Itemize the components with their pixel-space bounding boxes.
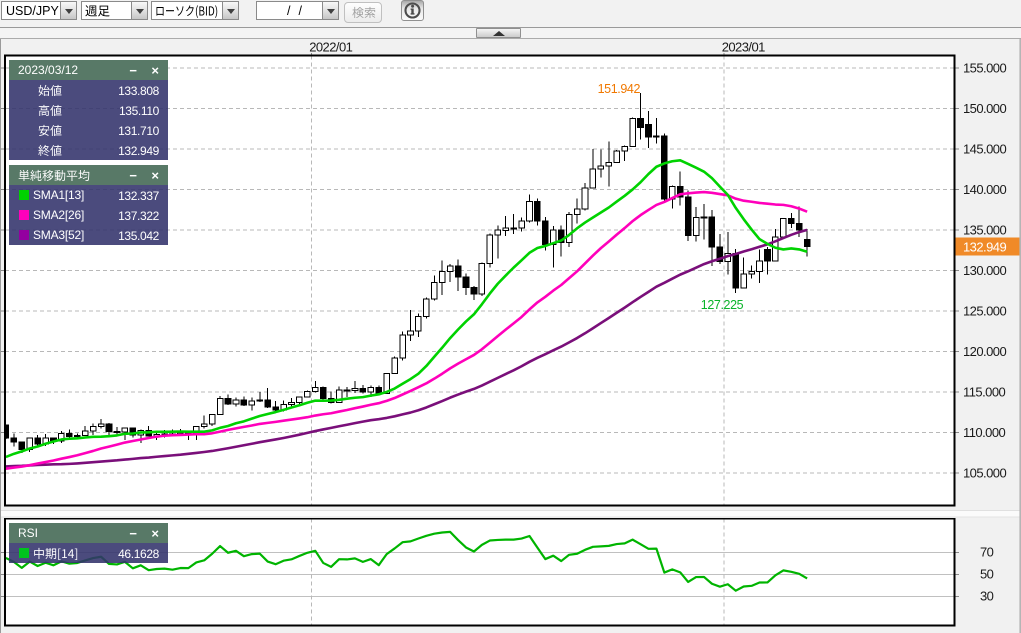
svg-text:127.225: 127.225 [701, 298, 744, 312]
svg-text:50: 50 [980, 567, 994, 582]
svg-text:132.949: 132.949 [963, 239, 1006, 254]
svg-text:115.000: 115.000 [963, 385, 1005, 400]
svg-text:110.000: 110.000 [963, 425, 1005, 440]
svg-text:120.000: 120.000 [963, 344, 1006, 359]
svg-text:125.000: 125.000 [963, 304, 1006, 319]
svg-text:2022/01: 2022/01 [309, 40, 352, 55]
svg-text:30: 30 [980, 589, 994, 604]
svg-text:2023/01: 2023/01 [722, 40, 765, 55]
svg-text:150.000: 150.000 [963, 101, 1006, 116]
svg-text:135.000: 135.000 [963, 223, 1006, 238]
svg-text:151.942: 151.942 [598, 82, 641, 96]
svg-text:70: 70 [980, 545, 994, 560]
svg-text:145.000: 145.000 [963, 142, 1006, 157]
svg-text:140.000: 140.000 [963, 182, 1006, 197]
svg-text:155.000: 155.000 [963, 61, 1006, 76]
svg-text:130.000: 130.000 [963, 263, 1006, 278]
svg-text:105.000: 105.000 [963, 466, 1006, 481]
